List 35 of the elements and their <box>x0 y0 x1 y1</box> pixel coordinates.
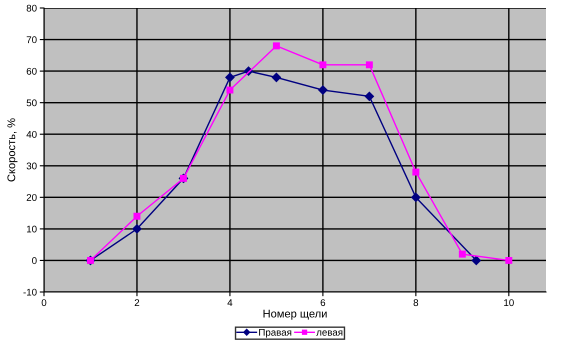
point <box>318 85 328 95</box>
point <box>412 168 420 176</box>
y-axis-title: Скорость, % <box>7 118 18 182</box>
point <box>272 42 280 50</box>
y-tick-label: 60 <box>26 68 37 75</box>
y-tick-label: -10 <box>23 288 37 296</box>
point <box>411 192 420 202</box>
point <box>132 224 142 234</box>
point <box>364 92 374 101</box>
y-tick-label: 0 <box>32 257 37 264</box>
x-tick-label: 6 <box>320 299 326 306</box>
y-tick-label: 70 <box>26 36 37 44</box>
y-tick-label: 50 <box>26 99 37 106</box>
point <box>272 72 282 82</box>
y-tick-label: 10 <box>26 226 37 233</box>
point <box>319 61 326 68</box>
point <box>458 250 466 258</box>
legend-label: Правая <box>259 328 292 338</box>
x-axis-title: Номер щели <box>264 310 327 320</box>
x-tick-label: 10 <box>504 299 514 306</box>
point <box>226 86 234 94</box>
point <box>366 61 373 68</box>
y-tick-label: 40 <box>26 130 37 138</box>
y-tick-label: 20 <box>26 194 37 201</box>
legend-label: левая <box>316 330 342 336</box>
x-tick-label: 2 <box>134 299 140 306</box>
x-tick-label: 8 <box>414 299 418 306</box>
y-tick-label: 80 <box>26 4 37 12</box>
x-tick-label: 0 <box>42 299 46 306</box>
x-tick-label: 4 <box>227 299 232 306</box>
y-tick-label: 30 <box>26 162 37 170</box>
point <box>472 256 481 266</box>
point <box>133 212 140 220</box>
point <box>225 72 235 82</box>
point <box>505 256 512 264</box>
